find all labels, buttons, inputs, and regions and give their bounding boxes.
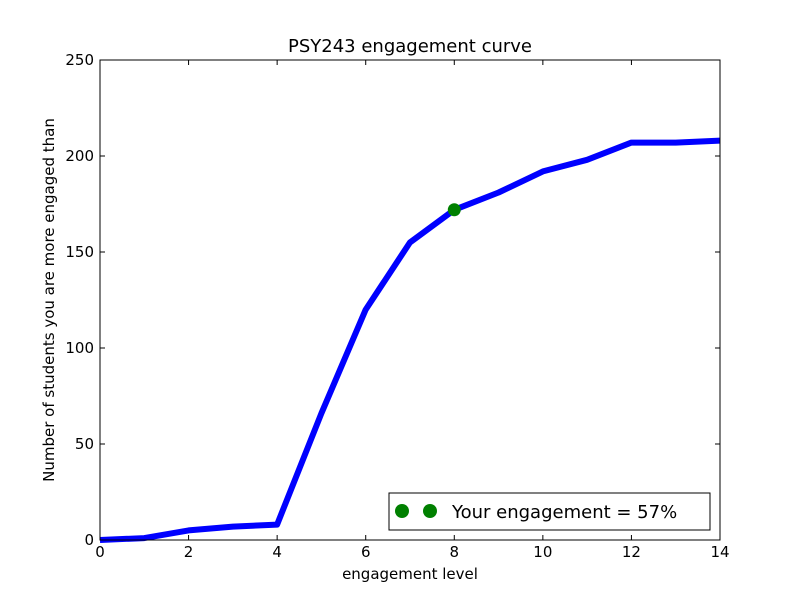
x-tick-label: 0 <box>95 543 105 561</box>
plot-frame <box>99 59 721 541</box>
x-tick-label: 2 <box>184 543 194 561</box>
x-tick-label: 10 <box>533 543 552 561</box>
x-tick-label: 6 <box>361 543 371 561</box>
highlight-point <box>447 203 461 217</box>
y-tick-label: 0 <box>84 531 94 549</box>
axis-ticks: 0 2 4 6 8 10 12 14 0 50 100 150 200 250 <box>65 51 729 561</box>
y-tick-label: 250 <box>65 51 94 69</box>
x-tick-label: 12 <box>622 543 641 561</box>
x-tick-label: 8 <box>450 543 460 561</box>
chart-title: PSY243 engagement curve <box>288 36 532 57</box>
x-tick-label: 14 <box>710 543 729 561</box>
legend-box <box>388 492 711 531</box>
x-axis-title: engagement level <box>342 565 478 583</box>
legend-label: Your engagement = 57% <box>451 502 677 523</box>
series-line <box>99 137 721 543</box>
y-tick-label: 50 <box>75 435 94 453</box>
legend-marker <box>423 504 437 518</box>
y-axis-title: Number of students you are more engaged … <box>40 118 58 482</box>
plot-marks <box>99 137 721 543</box>
legend-marker <box>395 504 409 518</box>
y-tick-label: 200 <box>65 147 94 165</box>
y-tick-label: 100 <box>65 339 94 357</box>
y-tick-label: 150 <box>65 243 94 261</box>
x-tick-label: 4 <box>272 543 282 561</box>
legend: Your engagement = 57% <box>388 492 711 531</box>
